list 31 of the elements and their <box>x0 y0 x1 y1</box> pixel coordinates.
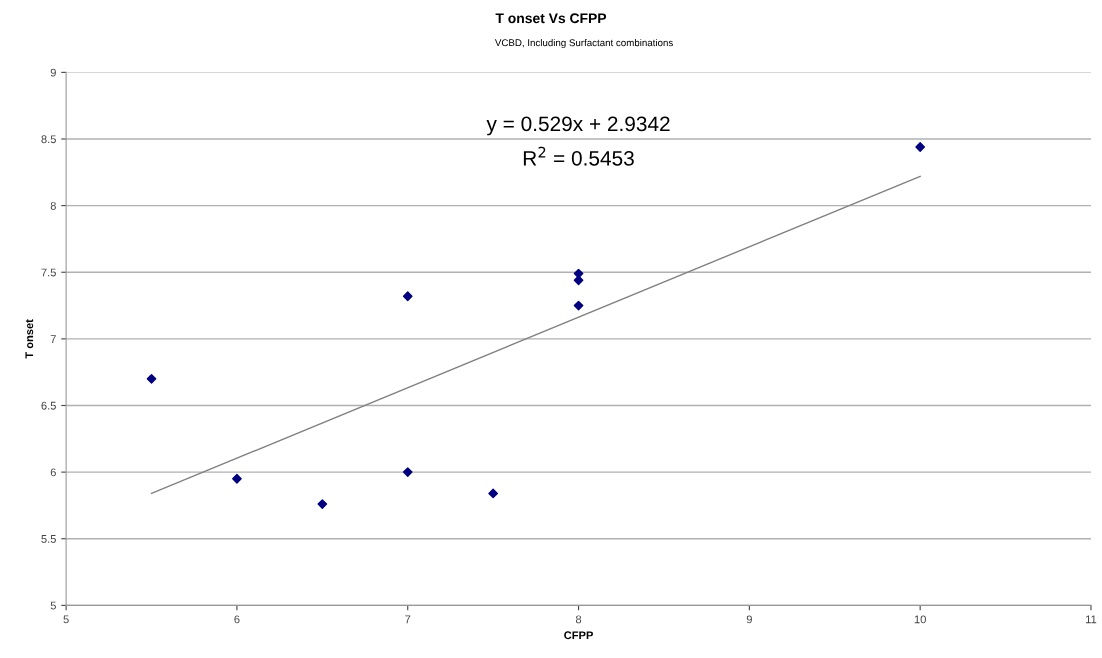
chart-title: T onset Vs CFPP <box>495 13 607 24</box>
point <box>402 467 413 477</box>
y-tick-label: 5.5 <box>41 535 56 543</box>
point <box>232 473 242 484</box>
x-tick-label: 7 <box>405 615 411 624</box>
point <box>317 499 328 509</box>
x-tick-label: 10 <box>914 615 926 624</box>
point <box>573 275 584 286</box>
y-tick-label: 7.5 <box>41 268 56 277</box>
chart-subtitle: VCBD, Including Surfactant combinations <box>494 39 673 49</box>
y-tick-label: 9 <box>50 68 56 77</box>
x-tick-label: 9 <box>746 615 752 624</box>
point <box>488 488 499 499</box>
point <box>915 142 926 152</box>
y-axis-title: T onset <box>25 319 34 359</box>
point <box>573 300 584 311</box>
x-axis-title: CFPP <box>564 631 593 640</box>
y-tick-label: 6.5 <box>41 401 56 410</box>
annotation: R$^{2}$ = 0.5453 <box>523 146 634 166</box>
y-tick-label: 6 <box>50 468 56 477</box>
y-tick-label: 5 <box>50 601 56 610</box>
point <box>146 373 157 384</box>
x-tick-label: 5 <box>63 615 69 624</box>
annotation: y = 0.529x + 2.9342 <box>486 116 670 136</box>
x-tick-label: 8 <box>575 615 582 624</box>
y-tick-label: 8 <box>50 201 56 210</box>
x-tick-label: 6 <box>234 615 240 624</box>
y-tick-label: 8.5 <box>41 135 56 144</box>
point <box>402 291 413 302</box>
y-tick-label: 7 <box>50 335 56 343</box>
x-tick-label: 11 <box>1086 615 1097 624</box>
